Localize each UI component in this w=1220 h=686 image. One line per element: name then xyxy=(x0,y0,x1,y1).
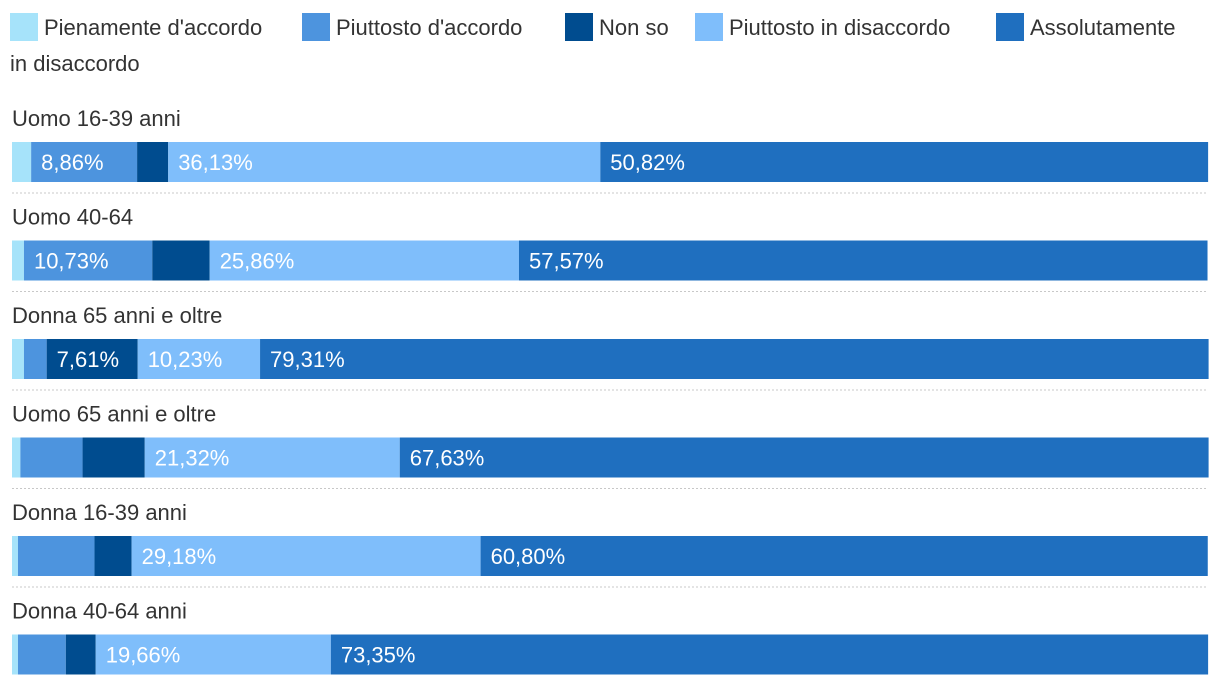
bar-segment-uomo-16-39-anni-piuttosto-in-disaccordo xyxy=(168,142,601,182)
category-label-uomo-65-anni-e-oltre: Uomo 65 anni e oltre xyxy=(12,402,216,427)
bar-segment-uomo-65-anni-e-oltre-pienamente-d-accordo xyxy=(12,437,21,478)
legend-swatch-piuttosto-accordo xyxy=(302,13,330,41)
bar-segment-donna-65-anni-e-oltre-piuttosto-in-disaccordo xyxy=(137,339,261,379)
bar-segment-donna-40-64-anni-assolutamente-in-disaccordo xyxy=(330,634,1209,675)
bar-segment-donna-65-anni-e-oltre-assolutamente-in-disaccordo xyxy=(260,339,1209,379)
bar-segment-donna-16-39-anni-piuttosto-d-accordo xyxy=(17,536,95,576)
data-label-uomo-65-anni-e-oltre-assolutamente-in-disaccordo: 67,63% xyxy=(410,446,485,471)
bar-segment-uomo-16-39-anni-pienamente-d-accordo xyxy=(12,142,32,182)
bar-segment-uomo-65-anni-e-oltre-non-so xyxy=(82,437,145,478)
bar-segment-donna-16-39-anni-non-so xyxy=(94,536,132,576)
data-label-donna-65-anni-e-oltre-non-so: 7,61% xyxy=(57,347,119,372)
bar-segment-donna-65-anni-e-oltre-pienamente-d-accordo xyxy=(12,339,24,379)
bar-segment-donna-16-39-anni-piuttosto-in-disaccordo xyxy=(131,536,481,576)
data-label-uomo-40-64-piuttosto-d-accordo: 10,73% xyxy=(34,249,109,274)
bar-segment-donna-65-anni-e-oltre-piuttosto-d-accordo xyxy=(23,339,47,379)
legend-swatch-assolutamente xyxy=(996,13,1024,41)
bar-segment-donna-40-64-anni-piuttosto-in-disaccordo xyxy=(95,634,331,675)
bar-segment-uomo-40-64-assolutamente-in-disaccordo xyxy=(518,240,1208,281)
plot-area: Uomo 16-39 anni 8,86% 36,13% 50,82% Uomo 40-… xyxy=(12,106,1209,675)
bar-segment-uomo-16-39-anni-assolutamente-in-disaccordo xyxy=(600,142,1209,182)
bar-segment-uomo-65-anni-e-oltre-assolutamente-in-disaccordo xyxy=(399,437,1209,478)
category-label-donna-16-39-anni: Donna 16-39 anni xyxy=(12,500,187,525)
bar-segment-donna-16-39-anni-assolutamente-in-disaccordo xyxy=(480,536,1208,576)
legend-label-assolutamente: Assolutamente xyxy=(1030,15,1176,40)
legend-label-piuttosto-accordo: Piuttosto d'accordo xyxy=(336,15,522,40)
legend-label-non-so: Non so xyxy=(599,15,669,40)
data-label-uomo-16-39-anni-piuttosto-d-accordo: 8,86% xyxy=(41,150,103,175)
legend-label-assolutamente-line2: in disaccordo xyxy=(10,51,140,76)
data-label-uomo-16-39-anni-assolutamente-in-disaccordo: 50,82% xyxy=(610,150,685,175)
data-label-uomo-16-39-anni-piuttosto-in-disaccordo: 36,13% xyxy=(178,150,253,175)
legend-swatch-non-so xyxy=(565,13,593,41)
data-label-donna-40-64-anni-piuttosto-in-disaccordo: 19,66% xyxy=(106,643,181,668)
data-label-donna-40-64-anni-assolutamente-in-disaccordo: 73,35% xyxy=(341,643,416,668)
bar-segment-uomo-65-anni-e-oltre-piuttosto-in-disaccordo xyxy=(144,437,400,478)
legend-label-piuttosto-disaccordo: Piuttosto in disaccordo xyxy=(729,15,950,40)
bar-segment-uomo-16-39-anni-non-so xyxy=(137,142,169,182)
data-label-uomo-40-64-assolutamente-in-disaccordo: 57,57% xyxy=(529,249,604,274)
bar-segment-uomo-65-anni-e-oltre-piuttosto-d-accordo xyxy=(20,437,83,478)
legend-swatch-pienamente xyxy=(10,13,38,41)
legend: Pienamente d'accordo Piuttosto d'accordo… xyxy=(10,13,1176,76)
bar-segment-uomo-40-64-non-so xyxy=(152,240,210,281)
legend-swatch-piuttosto-disaccordo xyxy=(695,13,723,41)
bar-segment-uomo-40-64-pienamente-d-accordo xyxy=(12,240,24,281)
data-label-uomo-40-64-piuttosto-in-disaccordo: 25,86% xyxy=(220,249,295,274)
bar-segment-donna-40-64-anni-pienamente-d-accordo xyxy=(12,634,18,675)
legend-label-pienamente: Pienamente d'accordo xyxy=(44,15,262,40)
category-label-donna-40-64-anni: Donna 40-64 anni xyxy=(12,599,187,624)
bar-segment-donna-40-64-anni-piuttosto-d-accordo xyxy=(17,634,66,675)
bar-segment-uomo-16-39-anni-piuttosto-d-accordo xyxy=(31,142,138,182)
bar-segment-donna-65-anni-e-oltre-non-so xyxy=(46,339,138,379)
bar-segment-donna-40-64-anni-non-so xyxy=(65,634,96,675)
data-label-donna-16-39-anni-assolutamente-in-disaccordo: 60,80% xyxy=(491,544,566,569)
data-label-donna-65-anni-e-oltre-assolutamente-in-disaccordo: 79,31% xyxy=(270,347,345,372)
data-label-uomo-65-anni-e-oltre-piuttosto-in-disaccordo: 21,32% xyxy=(155,446,230,471)
data-label-donna-16-39-anni-piuttosto-in-disaccordo: 29,18% xyxy=(142,544,217,569)
data-label-donna-65-anni-e-oltre-piuttosto-in-disaccordo: 10,23% xyxy=(148,347,223,372)
bar-segment-uomo-40-64-piuttosto-d-accordo xyxy=(23,240,153,281)
category-label-donna-65-anni-e-oltre: Donna 65 anni e oltre xyxy=(12,303,222,328)
bar-segment-uomo-40-64-piuttosto-in-disaccordo xyxy=(209,240,519,281)
bar-segment-donna-16-39-anni-pienamente-d-accordo xyxy=(12,536,18,576)
category-label-uomo-16-39-anni: Uomo 16-39 anni xyxy=(12,106,181,131)
category-label-uomo-40-64: Uomo 40-64 xyxy=(12,205,133,230)
